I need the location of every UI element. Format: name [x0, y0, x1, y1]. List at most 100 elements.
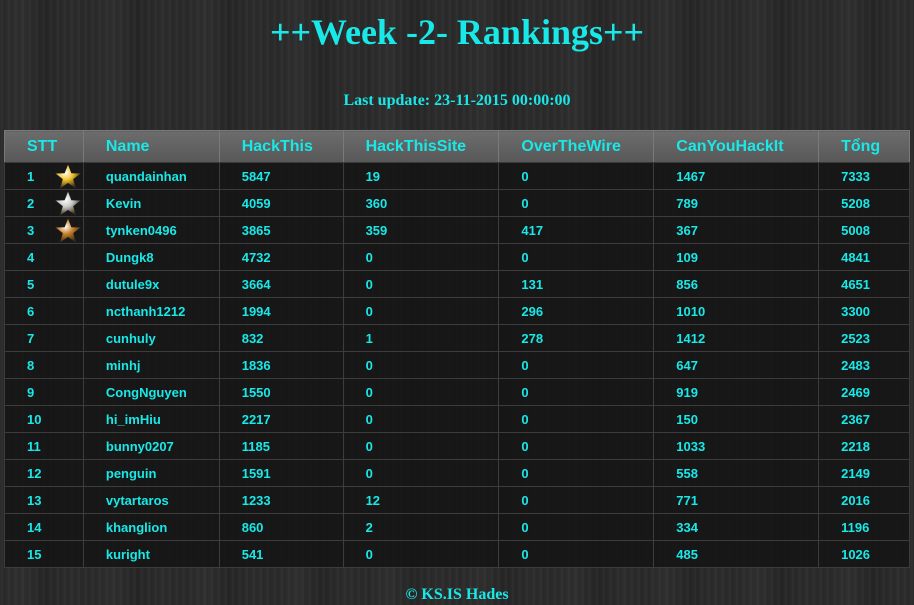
cell-canyouhackit: 789	[653, 189, 820, 217]
cell-tong: 5208	[818, 189, 910, 217]
rank-number: 1	[27, 168, 35, 184]
cell-canyouhackit: 150	[653, 405, 820, 433]
cell-overthewire: 0	[498, 432, 655, 460]
cell-name: Kevin	[82, 189, 220, 217]
last-update-value: 23-11-2015 00:00:00	[434, 92, 571, 109]
column-header-stt: STT	[4, 130, 84, 163]
cell-hackthissite: 0	[342, 459, 500, 487]
footer-credit: © KS.IS Hades	[405, 586, 509, 603]
cell-hackthis: 832	[218, 324, 344, 352]
rank-number: 8	[27, 357, 35, 373]
page-title: ++Week -2- Rankings++	[269, 12, 645, 52]
cell-stt: 15	[4, 540, 84, 568]
column-header-overthewire: OverTheWire	[498, 130, 655, 163]
cell-hackthis: 4059	[218, 189, 344, 217]
rankings-table: STT Name HackThis HackThisSite OverTheWi…	[4, 130, 910, 568]
cell-canyouhackit: 771	[653, 486, 820, 514]
cell-hackthis: 3664	[218, 270, 344, 298]
table-header-row: STT Name HackThis HackThisSite OverTheWi…	[4, 130, 910, 163]
cell-hackthissite: 359	[342, 216, 500, 244]
cell-name: CongNguyen	[82, 378, 220, 406]
cell-hackthissite: 19	[342, 162, 500, 190]
cell-canyouhackit: 1467	[653, 162, 820, 190]
cell-hackthis: 5847	[218, 162, 344, 190]
cell-overthewire: 417	[498, 216, 655, 244]
cell-hackthis: 860	[218, 513, 344, 541]
table-row: 3 tynken0496 3865 359 417 367 5008	[4, 216, 910, 244]
cell-name: ncthanh1212	[82, 297, 220, 325]
cell-hackthis: 1591	[218, 459, 344, 487]
cell-name: hi_imHiu	[82, 405, 220, 433]
cell-canyouhackit: 1033	[653, 432, 820, 460]
cell-tong: 2218	[818, 432, 910, 460]
cell-stt: 12	[4, 459, 84, 487]
cell-hackthis: 1185	[218, 432, 344, 460]
cell-hackthis: 541	[218, 540, 344, 568]
cell-overthewire: 296	[498, 297, 655, 325]
rank-number: 10	[27, 411, 42, 427]
cell-hackthis: 3865	[218, 216, 344, 244]
cell-name: penguin	[82, 459, 220, 487]
cell-hackthis: 1233	[218, 486, 344, 514]
cell-overthewire: 0	[498, 486, 655, 514]
cell-tong: 4651	[818, 270, 910, 298]
cell-overthewire: 131	[498, 270, 655, 298]
table-body: 1 quandainhan 5847 19 0 1467 7333 2 Kevin 4059 360…	[4, 162, 910, 568]
cell-tong: 3300	[818, 297, 910, 325]
rank-number: 14	[27, 519, 42, 535]
cell-canyouhackit: 558	[653, 459, 820, 487]
cell-tong: 4841	[818, 243, 910, 271]
table-row: 12 penguin 1591 0 0 558 2149	[4, 459, 910, 487]
cell-canyouhackit: 109	[653, 243, 820, 271]
cell-hackthis: 1994	[218, 297, 344, 325]
cell-stt: 13	[4, 486, 84, 514]
cell-overthewire: 0	[498, 162, 655, 190]
cell-hackthis: 1836	[218, 351, 344, 379]
cell-canyouhackit: 334	[653, 513, 820, 541]
cell-hackthissite: 0	[342, 297, 500, 325]
cell-hackthissite: 0	[342, 432, 500, 460]
rank-number: 3	[27, 222, 35, 238]
rank-number: 11	[27, 438, 41, 454]
table-row: 14 khanglion 860 2 0 334 1196	[4, 513, 910, 541]
cell-hackthissite: 0	[342, 243, 500, 271]
cell-hackthissite: 360	[342, 189, 500, 217]
rank-number: 2	[27, 195, 35, 211]
cell-overthewire: 0	[498, 540, 655, 568]
cell-name: dutule9x	[82, 270, 220, 298]
column-header-hackthissite: HackThisSite	[342, 130, 500, 163]
cell-name: khanglion	[82, 513, 220, 541]
rank-number: 4	[27, 249, 35, 265]
table-row: 10 hi_imHiu 2217 0 0 150 2367	[4, 405, 910, 433]
cell-hackthissite: 0	[342, 351, 500, 379]
cell-name: vytartaros	[82, 486, 220, 514]
cell-hackthissite: 1	[342, 324, 500, 352]
rank-number: 9	[27, 384, 35, 400]
table-row: 13 vytartaros 1233 12 0 771 2016	[4, 486, 910, 514]
cell-tong: 5008	[818, 216, 910, 244]
cell-hackthissite: 2	[342, 513, 500, 541]
cell-hackthissite: 0	[342, 540, 500, 568]
table-row: 15 kuright 541 0 0 485 1026	[4, 540, 910, 568]
cell-name: Dungk8	[82, 243, 220, 271]
cell-overthewire: 0	[498, 459, 655, 487]
cell-tong: 1026	[818, 540, 910, 568]
cell-tong: 2523	[818, 324, 910, 352]
cell-overthewire: 0	[498, 189, 655, 217]
cell-name: quandainhan	[82, 162, 220, 190]
last-update-label: Last update:	[343, 92, 431, 109]
cell-canyouhackit: 919	[653, 378, 820, 406]
cell-overthewire: 0	[498, 405, 655, 433]
rank-number: 12	[27, 465, 42, 481]
cell-stt: 2	[4, 189, 84, 217]
cell-stt: 8	[4, 351, 84, 379]
cell-stt: 5	[4, 270, 84, 298]
cell-stt: 1	[4, 162, 84, 190]
cell-hackthissite: 12	[342, 486, 500, 514]
table-row: 9 CongNguyen 1550 0 0 919 2469	[4, 378, 910, 406]
cell-tong: 2469	[818, 378, 910, 406]
cell-stt: 10	[4, 405, 84, 433]
table-row: 7 cunhuly 832 1 278 1412 2523	[4, 324, 910, 352]
cell-stt: 4	[4, 243, 84, 271]
cell-hackthis: 2217	[218, 405, 344, 433]
